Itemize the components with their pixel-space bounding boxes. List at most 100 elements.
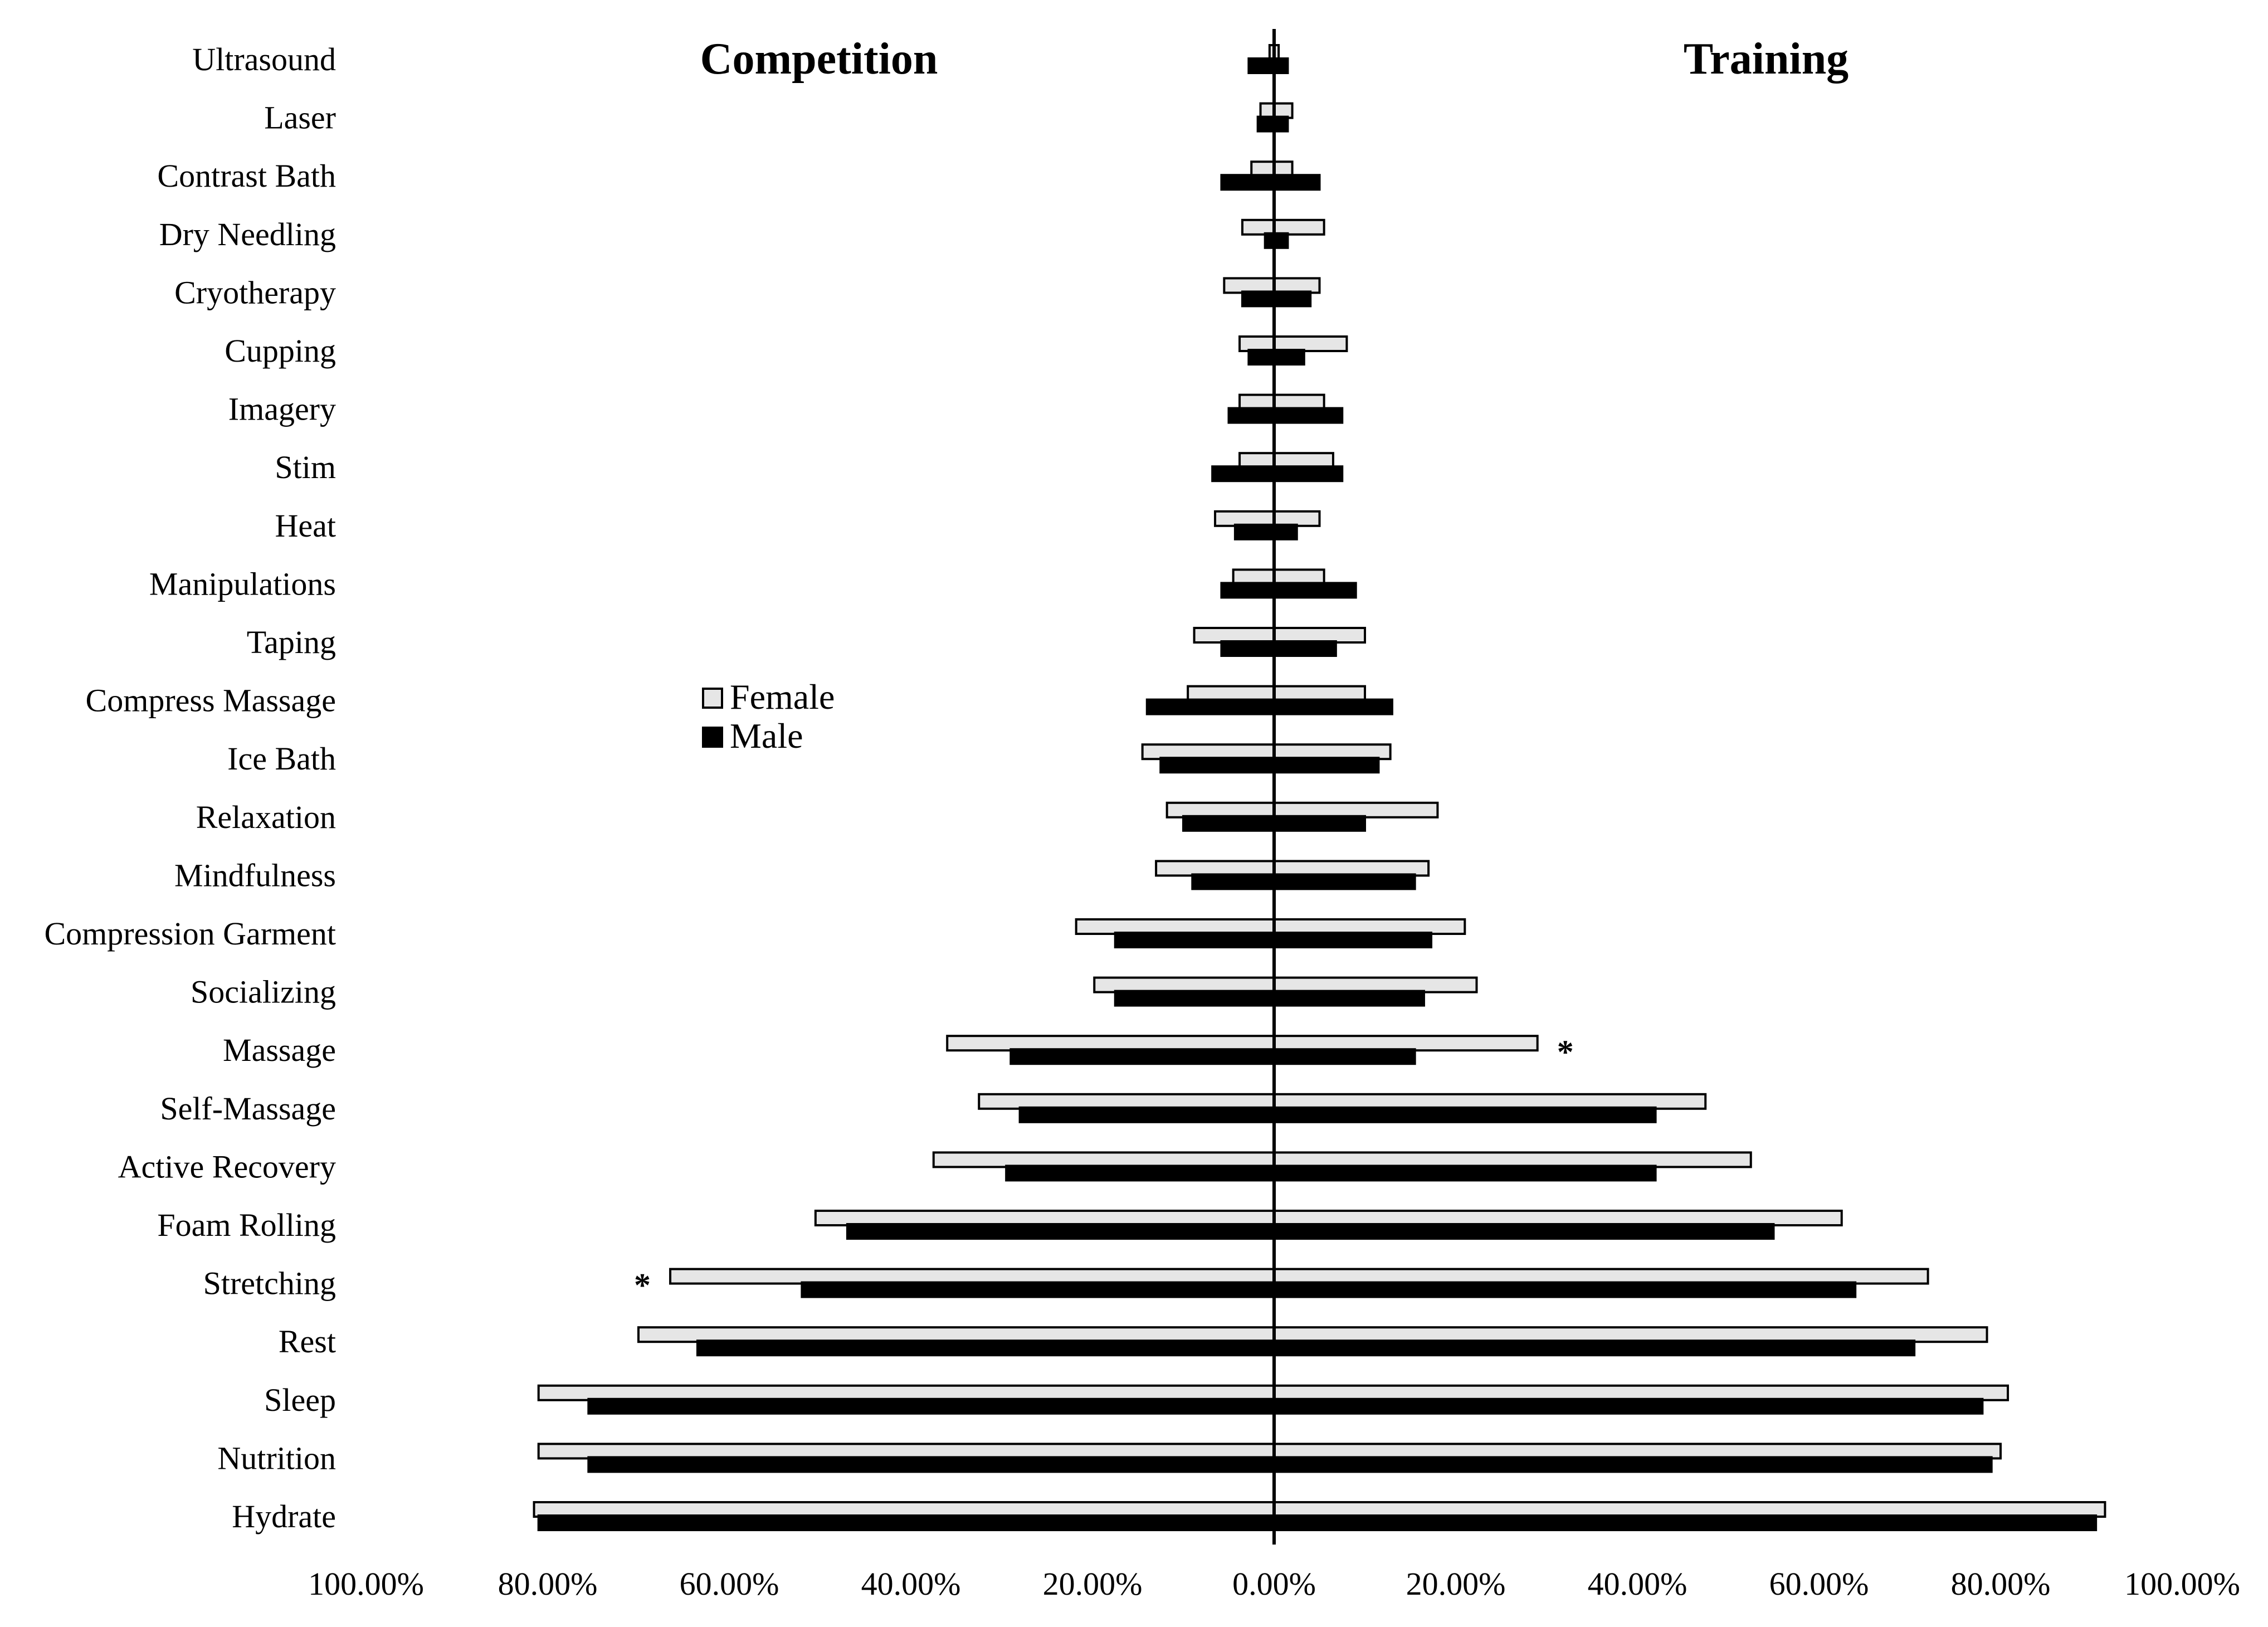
bar-training-male-mindfulness bbox=[1273, 873, 1416, 890]
bar-training-male-ultrasound bbox=[1273, 57, 1289, 74]
bar-competition-female-sleep bbox=[537, 1384, 1276, 1401]
category-label-heat: Heat bbox=[275, 508, 336, 544]
legend-swatch-female bbox=[702, 688, 723, 709]
x-tick-training-20: 20.00% bbox=[1406, 1566, 1506, 1602]
legend: Female Male bbox=[702, 677, 835, 756]
bar-competition-male-hydrate bbox=[537, 1514, 1276, 1531]
bar-competition-female-self-massage bbox=[978, 1093, 1275, 1110]
bar-competition-male-ultrasound bbox=[1247, 57, 1276, 74]
bar-training-male-foam-rolling bbox=[1273, 1223, 1775, 1240]
bar-competition-male-nutrition bbox=[587, 1456, 1275, 1473]
bar-training-male-active-recovery bbox=[1273, 1165, 1657, 1182]
legend-label-female: Female bbox=[730, 677, 835, 717]
bar-competition-male-cryotherapy bbox=[1241, 290, 1275, 308]
bar-competition-male-contrast-bath bbox=[1220, 174, 1275, 191]
bar-training-male-ice-bath bbox=[1273, 757, 1380, 774]
category-label-self-massage: Self-Massage bbox=[160, 1090, 336, 1127]
bar-competition-male-ice-bath bbox=[1159, 757, 1275, 774]
bar-competition-male-active-recovery bbox=[1005, 1165, 1276, 1182]
bar-training-female-foam-rolling bbox=[1273, 1210, 1843, 1226]
x-tick-training-40: 40.00% bbox=[1588, 1566, 1687, 1602]
bar-training-male-rest bbox=[1273, 1339, 1916, 1357]
bar-training-male-contrast-bath bbox=[1273, 174, 1321, 191]
category-label-laser: Laser bbox=[264, 100, 336, 136]
bar-competition-male-heat bbox=[1233, 523, 1275, 540]
bar-training-male-manipulations bbox=[1273, 582, 1357, 599]
category-label-stim: Stim bbox=[275, 449, 336, 485]
category-label-dry-needling: Dry Needling bbox=[159, 216, 336, 252]
bar-training-male-cryotherapy bbox=[1273, 290, 1312, 308]
x-tick-competition-80: 80.00% bbox=[498, 1566, 598, 1602]
bar-training-male-socializing bbox=[1273, 990, 1425, 1007]
category-label-manipulations: Manipulations bbox=[149, 566, 336, 602]
bar-training-female-socializing bbox=[1273, 976, 1478, 993]
category-label-sleep: Sleep bbox=[264, 1382, 336, 1418]
x-tick-training-60: 60.00% bbox=[1769, 1566, 1869, 1602]
category-label-taping: Taping bbox=[247, 624, 336, 660]
bar-competition-male-mindfulness bbox=[1191, 873, 1276, 890]
bar-competition-male-stim bbox=[1211, 465, 1275, 483]
category-label-socializing: Socializing bbox=[191, 974, 336, 1010]
significance-markers: ** bbox=[634, 1034, 1574, 1303]
x-tick-training-100: 100.00% bbox=[2124, 1566, 2240, 1602]
panel-title-competition: Competition bbox=[700, 35, 938, 84]
category-label-ice-bath: Ice Bath bbox=[227, 741, 336, 777]
bar-competition-male-stretching bbox=[801, 1281, 1275, 1298]
bar-training-male-compress-massage bbox=[1273, 698, 1393, 715]
bar-training-male-hydrate bbox=[1273, 1514, 2098, 1531]
bar-training-female-ice-bath bbox=[1273, 743, 1392, 761]
category-label-stretching: Stretching bbox=[203, 1265, 336, 1302]
category-label-imagery: Imagery bbox=[228, 391, 336, 427]
bar-training-male-taping bbox=[1273, 640, 1337, 657]
bar-competition-female-mindfulness bbox=[1155, 860, 1276, 877]
bar-competition-male-compression-garment bbox=[1114, 932, 1275, 948]
category-label-foam-rolling: Foam Rolling bbox=[157, 1207, 336, 1243]
bar-training-male-relaxation bbox=[1273, 815, 1366, 832]
bar-competition-female-active-recovery bbox=[932, 1151, 1275, 1168]
bar-training-male-dry-needling bbox=[1273, 232, 1289, 249]
x-tick-competition-100: 100.00% bbox=[308, 1566, 424, 1602]
bar-training-male-heat bbox=[1273, 523, 1298, 540]
bar-training-male-compression-garment bbox=[1273, 932, 1432, 948]
category-label-massage: Massage bbox=[223, 1032, 336, 1068]
x-tick-training-80: 80.00% bbox=[1951, 1566, 2051, 1602]
bar-competition-male-relaxation bbox=[1182, 815, 1275, 832]
category-label-mindfulness: Mindfulness bbox=[174, 857, 336, 893]
x-tick-competition-60: 60.00% bbox=[680, 1566, 779, 1602]
significance-marker-stretching-competition: * bbox=[634, 1267, 651, 1304]
category-label-relaxation: Relaxation bbox=[196, 799, 336, 835]
legend-swatch-male bbox=[702, 727, 723, 748]
bar-training-male-sleep bbox=[1273, 1397, 1984, 1415]
bar-training-male-massage bbox=[1273, 1048, 1416, 1065]
x-tick-labels: 100.00% 80.00% 60.00% 40.00% 20.00% 0.00% 20.0… bbox=[308, 1566, 2240, 1602]
category-label-ultrasound: Ultrasound bbox=[192, 41, 336, 77]
x-tick-competition-20: 20.00% bbox=[1043, 1566, 1143, 1602]
bar-competition-female-rest bbox=[637, 1326, 1275, 1343]
bar-training-male-laser bbox=[1273, 115, 1289, 133]
bar-competition-male-massage bbox=[1009, 1048, 1276, 1065]
bar-competition-female-compression-garment bbox=[1075, 918, 1276, 935]
bar-competition-male-laser bbox=[1256, 115, 1275, 133]
bar-competition-male-imagery bbox=[1227, 407, 1275, 424]
category-label-compression-garment: Compression Garment bbox=[44, 915, 336, 952]
category-label-nutrition: Nutrition bbox=[217, 1440, 336, 1476]
bar-competition-male-taping bbox=[1220, 640, 1275, 657]
x-tick-competition-40: 40.00% bbox=[861, 1566, 961, 1602]
category-label-contrast-bath: Contrast Bath bbox=[157, 158, 336, 194]
bar-competition-male-self-massage bbox=[1018, 1106, 1275, 1123]
bar-competition-male-sleep bbox=[587, 1397, 1275, 1415]
bar-competition-male-foam-rolling bbox=[846, 1223, 1275, 1240]
category-label-compress-massage: Compress Massage bbox=[86, 683, 336, 719]
category-label-active-recovery: Active Recovery bbox=[118, 1148, 336, 1185]
bar-competition-male-rest bbox=[696, 1339, 1275, 1357]
bar-training-male-cupping bbox=[1273, 349, 1305, 366]
category-label-rest: Rest bbox=[279, 1323, 336, 1360]
significance-marker-massage-training: * bbox=[1557, 1034, 1574, 1070]
x-tick-zero-0: 0.00% bbox=[1232, 1566, 1316, 1602]
bar-training-male-nutrition bbox=[1273, 1456, 1993, 1473]
bar-training-male-self-massage bbox=[1273, 1106, 1657, 1123]
bar-competition-female-dry-needling bbox=[1241, 218, 1275, 236]
bar-training-male-imagery bbox=[1273, 407, 1344, 424]
